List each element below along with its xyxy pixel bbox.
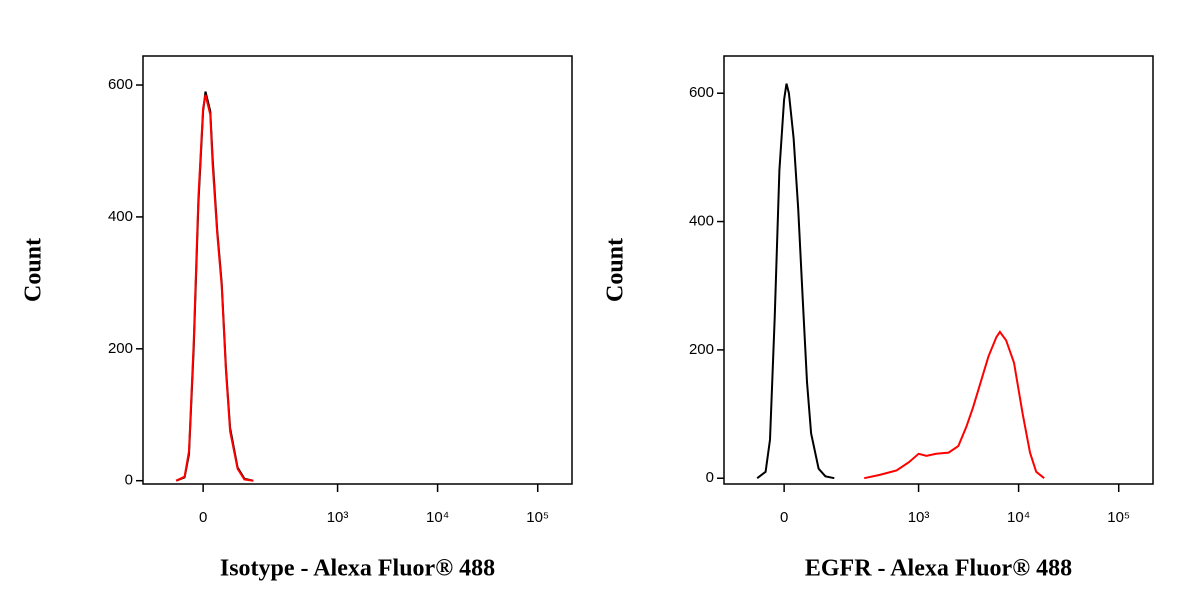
x-tick-label: 10⁵ bbox=[1107, 509, 1130, 526]
y-tick-label: 600 bbox=[689, 84, 714, 101]
plot-frame bbox=[723, 55, 1154, 485]
y-tick-label: 400 bbox=[108, 208, 133, 225]
chart-panel: 0 200 400 600 0 10³ 10⁴ 10⁵ Count EGFR - Alexa Fl… bbox=[603, 55, 1154, 582]
x-tick-label: 10³ bbox=[327, 509, 349, 526]
x-tick-label: 10⁴ bbox=[1007, 509, 1030, 526]
x-tick-label: 10³ bbox=[908, 509, 930, 526]
histogram-line bbox=[175, 94, 254, 482]
x-tick-label: 0 bbox=[780, 509, 788, 526]
histogram-line bbox=[863, 330, 1045, 480]
y-tick-label: 200 bbox=[689, 341, 714, 358]
y-tick-label: 0 bbox=[125, 472, 133, 489]
y-axis-label: Count bbox=[603, 238, 629, 302]
x-axis-label: Isotype - Alexa Fluor® 488 bbox=[220, 556, 495, 582]
x-tick-label: 0 bbox=[199, 509, 207, 526]
y-axis-label: Count bbox=[21, 238, 47, 302]
y-tick-label: 200 bbox=[108, 340, 133, 357]
histogram-line bbox=[756, 83, 835, 480]
x-tick-label: 10⁴ bbox=[426, 509, 449, 526]
y-tick-label: 400 bbox=[689, 213, 714, 230]
x-axis-label: EGFR - Alexa Fluor® 488 bbox=[805, 556, 1072, 582]
plot-frame bbox=[142, 55, 573, 485]
y-tick-label: 600 bbox=[108, 76, 133, 93]
histogram-line bbox=[175, 91, 254, 482]
chart-panel: 0 200 400 600 0 10³ 10⁴ 10⁵ Count Isotype - Alexa… bbox=[21, 55, 573, 582]
y-tick-label: 0 bbox=[706, 469, 714, 486]
x-tick-label: 10⁵ bbox=[526, 509, 549, 526]
